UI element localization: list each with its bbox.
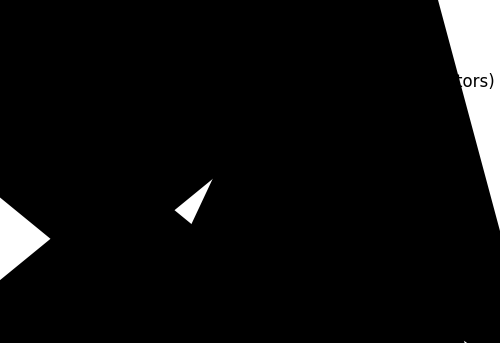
Text: (other factors): (other factors) (375, 213, 495, 231)
Text: syntactic representation: syntactic representation (5, 13, 276, 32)
Text: (other factors): (other factors) (375, 73, 495, 91)
Text: production frequency: production frequency (5, 305, 242, 324)
Text: processing load: processing load (70, 148, 243, 167)
